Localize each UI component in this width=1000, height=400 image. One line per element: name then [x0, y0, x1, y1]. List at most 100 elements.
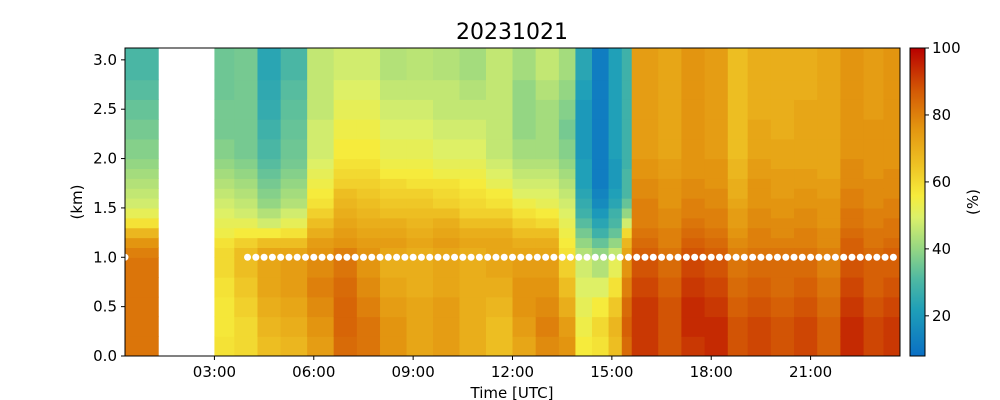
heatmap-cell: [621, 277, 633, 298]
marker-point: [773, 253, 781, 261]
marker-point: [616, 253, 624, 261]
heatmap-cell: [794, 158, 818, 170]
heatmap-cell: [883, 217, 900, 229]
heatmap-cell: [558, 138, 577, 160]
heatmap-cell: [631, 48, 659, 81]
heatmap-cell: [459, 237, 487, 249]
heatmap-cell: [591, 247, 610, 258]
heatmap-cell: [433, 178, 461, 189]
heatmap-cell: [681, 336, 706, 356]
heatmap-cell: [257, 277, 282, 298]
heatmap-cell: [433, 158, 461, 170]
heatmap-cell: [747, 316, 772, 337]
heatmap-cell: [380, 217, 408, 229]
heatmap-cell: [125, 79, 159, 100]
heatmap-cell: [257, 336, 282, 356]
heatmap-cell: [234, 198, 259, 209]
heatmap-cell: [704, 296, 729, 318]
marker-point: [732, 253, 740, 261]
heatmap-cell: [883, 99, 900, 120]
heatmap-cell: [631, 237, 659, 249]
heatmap-cell: [356, 198, 381, 209]
heatmap-cell: [863, 257, 885, 278]
heatmap-cell: [125, 207, 159, 219]
heatmap-cell: [486, 178, 514, 189]
heatmap-cell: [658, 227, 683, 239]
heatmap-cell: [770, 138, 795, 160]
heatmap-cell: [608, 99, 623, 120]
y-tick-label: 3.0: [93, 51, 117, 69]
heatmap-cell: [840, 227, 865, 239]
heatmap-cell: [631, 247, 659, 258]
heatmap-cell: [280, 99, 308, 120]
heatmap-cell: [406, 188, 434, 199]
heatmap-cell: [512, 316, 537, 337]
heatmap-cell: [280, 257, 308, 278]
heatmap-cell: [535, 99, 560, 120]
heatmap-cell: [486, 217, 514, 229]
heatmap-cell: [535, 227, 560, 239]
heatmap-cell: [307, 277, 335, 298]
x-tick-label: 09:00: [392, 363, 435, 381]
heatmap-cell: [486, 198, 514, 209]
marker-point: [376, 253, 384, 261]
heatmap-cell: [280, 336, 308, 356]
heatmap-cell: [433, 316, 461, 337]
heatmap-cell: [535, 198, 560, 209]
marker-point: [359, 253, 367, 261]
heatmap-cell: [356, 296, 381, 318]
heatmap-cell: [608, 237, 623, 249]
heatmap-cell: [307, 178, 335, 189]
heatmap-cell: [406, 316, 434, 337]
heatmap-cell: [631, 207, 659, 219]
heatmap-cell: [380, 48, 408, 81]
heatmap-cell: [307, 119, 335, 140]
heatmap-cell: [608, 227, 623, 239]
heatmap-cell: [840, 217, 865, 229]
heatmap-cell: [512, 188, 537, 199]
heatmap-cell: [356, 99, 381, 120]
heatmap-cell: [770, 316, 795, 337]
heatmap-cell: [512, 198, 537, 209]
heatmap-cell: [356, 119, 381, 140]
heatmap-cell: [621, 79, 633, 100]
marker-point: [558, 253, 566, 261]
heatmap-cell: [280, 207, 308, 219]
heatmap-cell: [512, 277, 537, 298]
heatmap-cell: [658, 247, 683, 258]
heatmap-cell: [608, 207, 623, 219]
marker-point: [277, 253, 285, 261]
heatmap-cell: [631, 198, 659, 209]
heatmap-cell: [433, 119, 461, 140]
marker-point: [426, 253, 434, 261]
heatmap-cell: [883, 257, 900, 278]
marker-point: [865, 253, 873, 261]
heatmap-cell: [234, 336, 259, 356]
heatmap-cell: [234, 237, 259, 249]
heatmap-cell: [380, 257, 408, 278]
marker-point: [674, 253, 682, 261]
heatmap-cell: [727, 99, 749, 120]
heatmap-cell: [770, 119, 795, 140]
heatmap-cell: [535, 257, 560, 278]
heatmap-cell: [558, 168, 577, 179]
heatmap-cell: [214, 79, 235, 100]
heatmap-cell: [658, 168, 683, 179]
heatmap-cell: [406, 119, 434, 140]
heatmap-cell: [214, 316, 235, 337]
heatmap-cell: [356, 277, 381, 298]
marker-point: [442, 253, 450, 261]
heatmap-cell: [125, 158, 159, 170]
heatmap-cell: [575, 336, 593, 356]
marker-point: [881, 253, 889, 261]
heatmap-cell: [883, 158, 900, 170]
heatmap-cell: [591, 316, 610, 337]
heatmap-cell: [621, 158, 633, 170]
heatmap-cell: [727, 188, 749, 199]
heatmap-cell: [863, 138, 885, 160]
heatmap-cell: [704, 119, 729, 140]
heatmap-cell: [770, 277, 795, 298]
heatmap-cell: [433, 277, 461, 298]
heatmap-cell: [459, 158, 487, 170]
heatmap-cell: [280, 79, 308, 100]
